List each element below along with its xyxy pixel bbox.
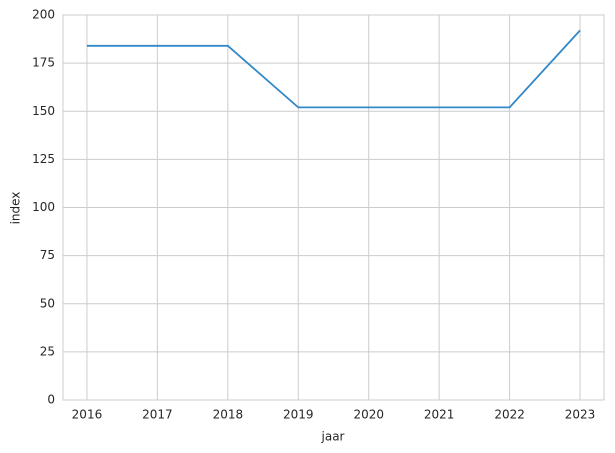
x-tick-label: 2018 — [213, 408, 244, 422]
plot-frame — [62, 14, 605, 401]
x-tick-label: 2022 — [494, 408, 525, 422]
x-tick-label: 2021 — [424, 408, 455, 422]
y-tick-label: 50 — [40, 296, 55, 310]
y-tick-label: 75 — [40, 248, 55, 262]
y-tick-label: 125 — [32, 152, 55, 166]
y-tick-label: 200 — [32, 8, 55, 22]
y-tick-label: 25 — [40, 344, 55, 358]
y-tick-label: 0 — [47, 393, 55, 407]
y-tick-label: 100 — [32, 200, 55, 214]
y-axis-label: index — [9, 192, 23, 225]
data-line — [86, 29, 581, 109]
y-tick-label: 175 — [32, 56, 55, 70]
x-tick-label: 2017 — [142, 408, 173, 422]
x-tick-label: 2023 — [565, 408, 596, 422]
x-tick-label: 2020 — [353, 408, 384, 422]
x-tick-label: 2019 — [283, 408, 314, 422]
y-tick-label: 150 — [32, 104, 55, 118]
x-tick-label: 2016 — [72, 408, 103, 422]
x-axis-label: jaar — [321, 430, 345, 444]
